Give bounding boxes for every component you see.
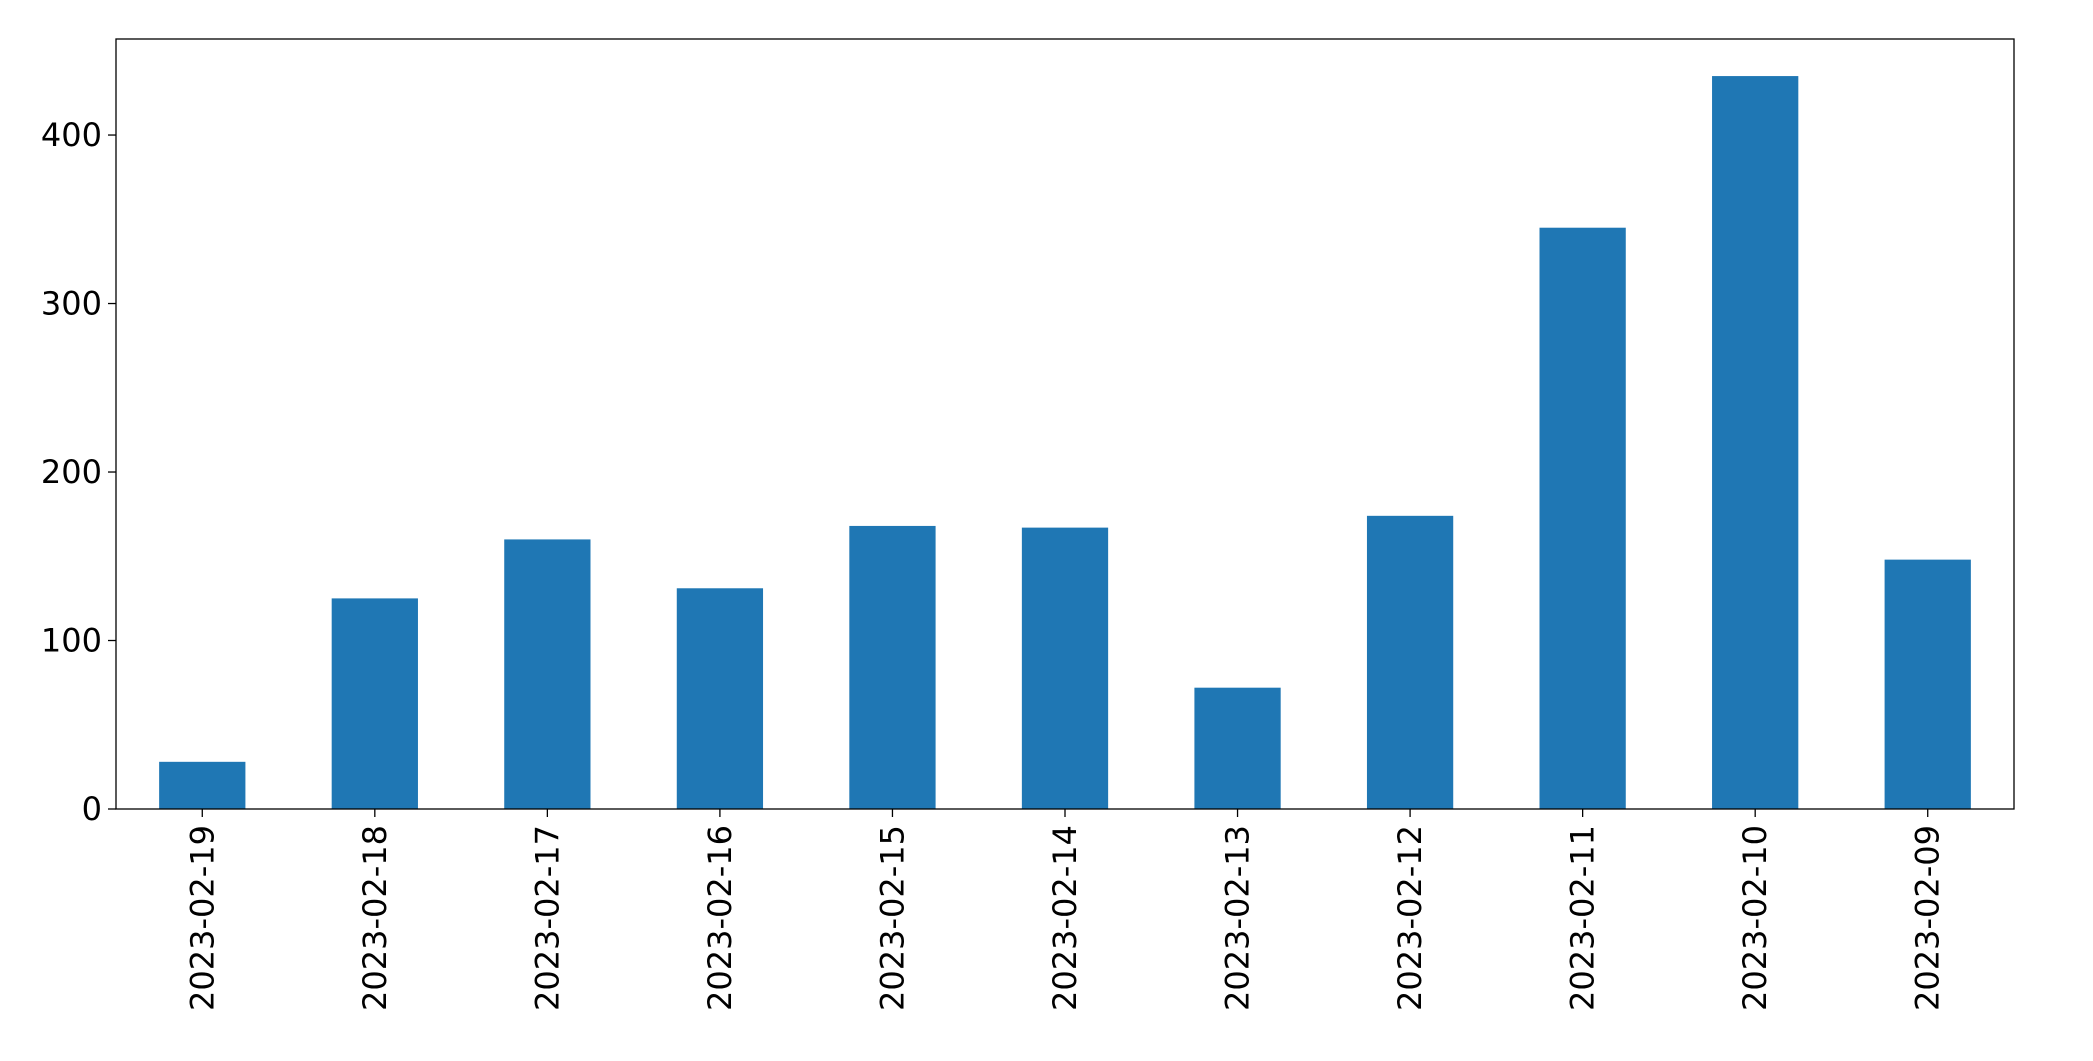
x-tick-label: 2023-02-12 — [1391, 825, 1429, 1011]
y-tick-label: 100 — [41, 622, 102, 660]
bar — [1366, 515, 1454, 809]
x-tick-label: 2023-02-16 — [701, 825, 739, 1011]
x-tick-label: 2023-02-13 — [1219, 825, 1257, 1011]
bar — [1539, 227, 1626, 809]
bar — [1021, 527, 1109, 809]
bar — [159, 761, 246, 809]
bar — [1194, 687, 1281, 809]
bar — [1712, 76, 1799, 810]
x-tick-label: 2023-02-18 — [356, 825, 394, 1011]
x-tick-label: 2023-02-09 — [1909, 825, 1947, 1011]
x-tick-label: 2023-02-10 — [1736, 825, 1774, 1011]
x-tick-label: 2023-02-11 — [1564, 825, 1602, 1011]
y-tick-label: 400 — [41, 116, 102, 154]
bar — [331, 598, 418, 809]
y-tick-label: 200 — [41, 453, 102, 491]
y-tick-label: 0 — [82, 790, 102, 828]
bar — [504, 539, 591, 809]
bar — [676, 588, 764, 809]
x-tick-label: 2023-02-15 — [873, 825, 911, 1011]
x-tick-label: 2023-02-19 — [183, 825, 221, 1011]
bar — [1884, 559, 1971, 809]
bar — [849, 525, 936, 809]
x-tick-label: 2023-02-14 — [1046, 825, 1084, 1011]
x-tick-label: 2023-02-17 — [528, 825, 566, 1011]
y-tick-label: 300 — [41, 285, 102, 323]
